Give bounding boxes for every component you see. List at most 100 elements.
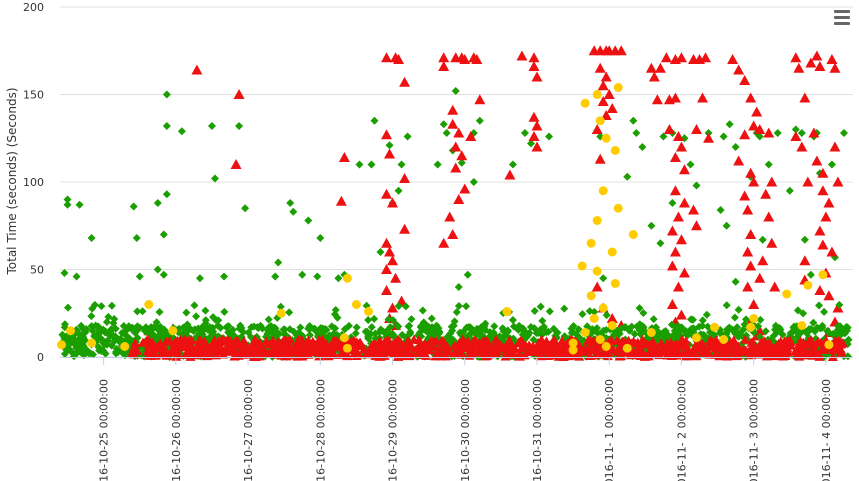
data-point[interactable] [719, 132, 728, 141]
data-point[interactable] [760, 188, 772, 199]
data-point[interactable] [754, 272, 766, 283]
data-point[interactable] [802, 176, 814, 187]
data-point[interactable] [289, 207, 298, 216]
data-point[interactable] [817, 185, 829, 196]
data-point[interactable] [592, 90, 602, 99]
data-point[interactable] [453, 127, 465, 138]
data-point[interactable] [235, 122, 244, 130]
data-point[interactable] [733, 155, 745, 166]
data-point[interactable] [528, 131, 540, 141]
data-point[interactable] [469, 178, 478, 186]
data-point[interactable] [733, 64, 745, 75]
data-point[interactable] [387, 255, 399, 266]
data-point[interactable] [531, 71, 543, 82]
data-point[interactable] [672, 131, 684, 141]
data-point[interactable] [520, 129, 529, 137]
data-point[interactable] [805, 57, 817, 68]
data-point[interactable] [598, 186, 608, 196]
data-point[interactable] [162, 190, 171, 199]
data-point[interactable] [731, 277, 740, 286]
data-point[interactable] [586, 291, 596, 301]
data-point[interactable] [381, 129, 393, 140]
data-point[interactable] [75, 200, 84, 209]
data-point[interactable] [648, 71, 660, 82]
data-point[interactable] [660, 52, 672, 63]
data-point[interactable] [438, 61, 450, 71]
data-point[interactable] [814, 225, 826, 236]
data-point[interactable] [700, 52, 712, 63]
data-point[interactable] [592, 216, 602, 225]
data-point[interactable] [716, 206, 725, 214]
data-point[interactable] [745, 167, 757, 178]
data-point[interactable] [606, 103, 618, 113]
data-point[interactable] [450, 141, 462, 152]
data-point[interactable] [656, 239, 665, 248]
data-point[interactable] [613, 203, 623, 213]
data-point[interactable] [597, 80, 609, 91]
data-point[interactable] [57, 340, 67, 350]
data-point[interactable] [623, 172, 632, 181]
data-point[interactable] [764, 160, 773, 169]
data-point[interactable] [135, 272, 144, 281]
data-point[interactable] [338, 152, 350, 162]
data-point[interactable] [381, 237, 393, 248]
data-point[interactable] [528, 52, 540, 63]
data-point[interactable] [580, 328, 590, 337]
data-point[interactable] [233, 89, 245, 99]
data-point[interactable] [471, 54, 483, 64]
data-point[interactable] [87, 338, 97, 348]
data-point[interactable] [456, 150, 468, 161]
data-point[interactable] [628, 230, 638, 239]
data-point[interactable] [399, 223, 411, 234]
data-point[interactable] [745, 260, 757, 271]
data-point[interactable] [610, 146, 620, 155]
data-point[interactable] [451, 87, 460, 95]
data-point[interactable] [697, 92, 709, 103]
data-point[interactable] [63, 195, 72, 204]
data-point[interactable] [177, 127, 186, 136]
data-point[interactable] [220, 272, 229, 281]
data-point[interactable] [168, 326, 178, 336]
data-point[interactable] [739, 129, 751, 140]
data-point[interactable] [749, 314, 759, 323]
data-point[interactable] [195, 274, 204, 283]
data-point[interactable] [742, 204, 754, 215]
data-point[interactable] [669, 246, 681, 257]
data-point[interactable] [72, 272, 81, 281]
data-point[interactable] [790, 52, 802, 63]
data-point[interactable] [814, 285, 826, 295]
data-point[interactable] [453, 194, 465, 204]
data-point[interactable] [669, 92, 681, 103]
data-point[interactable] [457, 158, 466, 167]
data-point[interactable] [745, 92, 757, 103]
data-point[interactable] [814, 61, 826, 71]
data-point[interactable] [316, 234, 325, 242]
data-point[interactable] [438, 52, 450, 63]
data-point[interactable] [607, 321, 617, 330]
data-point[interactable] [647, 221, 656, 230]
data-point[interactable] [827, 160, 836, 169]
data-point[interactable] [727, 54, 739, 64]
data-point[interactable] [545, 132, 554, 141]
data-point[interactable] [645, 62, 657, 73]
data-point[interactable] [580, 98, 590, 108]
data-point[interactable] [734, 305, 743, 314]
data-point[interactable] [799, 255, 811, 266]
data-point[interactable] [381, 52, 393, 63]
data-point[interactable] [748, 176, 760, 187]
data-point[interactable] [739, 190, 751, 201]
data-point[interactable] [592, 266, 602, 276]
data-point[interactable] [811, 50, 823, 61]
data-point[interactable] [797, 129, 806, 137]
data-point[interactable] [806, 270, 815, 279]
data-point[interactable] [791, 125, 800, 134]
data-point[interactable] [162, 122, 171, 130]
data-point[interactable] [808, 127, 820, 138]
data-point[interactable] [601, 133, 611, 143]
data-point[interactable] [663, 94, 675, 105]
data-point[interactable] [153, 265, 162, 274]
data-point[interactable] [839, 129, 848, 137]
data-point[interactable] [678, 197, 690, 208]
data-point[interactable] [766, 237, 778, 248]
data-point[interactable] [568, 345, 578, 355]
